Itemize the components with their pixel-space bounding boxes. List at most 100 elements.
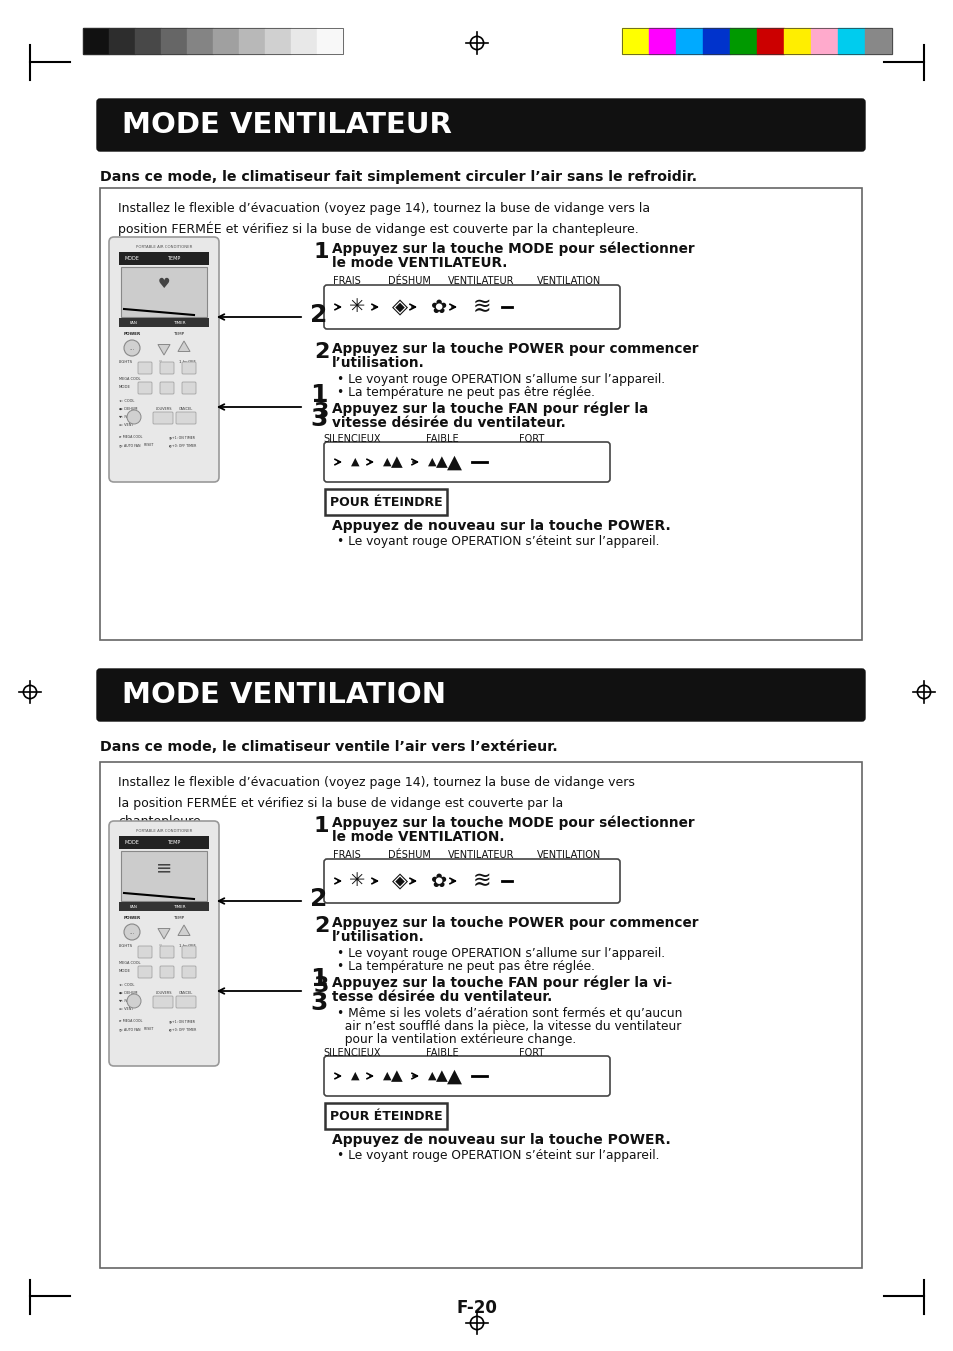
Text: Appuyez sur la touche FAN pour régler la: Appuyez sur la touche FAN pour régler la — [332, 403, 648, 416]
Text: SILENCIEUX: SILENCIEUX — [323, 1048, 380, 1058]
Text: l’utilisation.: l’utilisation. — [332, 929, 424, 944]
Bar — [121, 851, 207, 901]
Text: Dans ce mode, le climatiseur fait simplement circuler l’air sans le refroidir.: Dans ce mode, le climatiseur fait simple… — [100, 170, 697, 184]
Text: PORTABLE AIR CONDITIONER: PORTABLE AIR CONDITIONER — [135, 830, 192, 834]
FancyBboxPatch shape — [138, 966, 152, 978]
Bar — [810, 28, 837, 54]
Text: • La température ne peut pas être réglée.: • La température ne peut pas être réglée… — [336, 386, 595, 399]
Text: ◔: AUTO FAN: ◔: AUTO FAN — [119, 1027, 140, 1031]
Text: • Le voyant rouge OPERATION s’éteint sur l’appareil.: • Le voyant rouge OPERATION s’éteint sur… — [336, 535, 659, 549]
Text: l’utilisation.: l’utilisation. — [332, 357, 424, 370]
Bar — [729, 28, 757, 54]
Text: le mode VENTILATION.: le mode VENTILATION. — [332, 830, 504, 844]
Text: 2: 2 — [310, 303, 327, 327]
Text: POWER: POWER — [123, 332, 140, 336]
Text: ✿: ✿ — [431, 871, 447, 890]
Text: 1: 1 — [314, 242, 329, 262]
Circle shape — [124, 924, 140, 940]
Bar — [676, 28, 702, 54]
Bar — [100, 762, 862, 1269]
Bar — [702, 28, 729, 54]
FancyBboxPatch shape — [160, 382, 173, 394]
FancyBboxPatch shape — [152, 412, 172, 424]
Text: POUR ÉTEINDRE: POUR ÉTEINDRE — [330, 1109, 442, 1123]
FancyBboxPatch shape — [325, 1102, 447, 1129]
Text: 2: 2 — [314, 342, 329, 362]
Text: ◑+1: ON TIMER: ◑+1: ON TIMER — [169, 1019, 194, 1023]
Text: ▲: ▲ — [427, 457, 436, 467]
Bar — [100, 188, 862, 640]
Text: 2: 2 — [310, 888, 327, 911]
FancyBboxPatch shape — [324, 1056, 609, 1096]
Bar — [783, 28, 810, 54]
Text: ≋: ≋ — [472, 297, 491, 317]
Text: FRAIS: FRAIS — [333, 850, 360, 861]
Text: SILENCIEUX: SILENCIEUX — [323, 434, 380, 444]
FancyBboxPatch shape — [175, 412, 195, 424]
Text: ▲: ▲ — [446, 1066, 461, 1085]
Text: MODE VENTILATEUR: MODE VENTILATEUR — [122, 111, 452, 139]
Bar — [239, 28, 265, 54]
Text: ⟳ MEGA COOL: ⟳ MEGA COOL — [119, 1019, 142, 1023]
Text: DÉSHUM: DÉSHUM — [387, 276, 430, 286]
Bar — [83, 28, 109, 54]
Text: tesse désirée du ventilateur.: tesse désirée du ventilateur. — [332, 990, 552, 1004]
Text: TEMP: TEMP — [167, 840, 180, 844]
Bar — [119, 253, 209, 265]
Text: 1 hr OFF: 1 hr OFF — [179, 944, 195, 948]
Text: TIMER: TIMER — [172, 320, 185, 324]
Text: PORTABLE AIR CONDITIONER: PORTABLE AIR CONDITIONER — [135, 245, 192, 249]
Circle shape — [127, 409, 141, 424]
Bar — [83, 28, 343, 54]
Text: FAIBLE: FAIBLE — [425, 1048, 457, 1058]
Text: RESET: RESET — [144, 443, 154, 447]
FancyBboxPatch shape — [109, 821, 219, 1066]
Text: • Le voyant rouge OPERATION s’allume sur l’appareil.: • Le voyant rouge OPERATION s’allume sur… — [336, 947, 664, 961]
FancyBboxPatch shape — [160, 362, 173, 374]
Bar — [864, 28, 891, 54]
Text: • Le voyant rouge OPERATION s’éteint sur l’appareil.: • Le voyant rouge OPERATION s’éteint sur… — [336, 1148, 659, 1162]
Bar — [291, 28, 316, 54]
FancyBboxPatch shape — [324, 285, 619, 330]
FancyBboxPatch shape — [152, 996, 172, 1008]
Circle shape — [124, 340, 140, 357]
FancyBboxPatch shape — [138, 362, 152, 374]
Text: LIGHTS: LIGHTS — [119, 944, 133, 948]
Text: ✳: ✳ — [349, 871, 365, 890]
Text: 1: 1 — [310, 967, 327, 992]
Text: ▲: ▲ — [391, 454, 402, 470]
Bar — [109, 28, 135, 54]
Text: LOUVERS: LOUVERS — [156, 992, 172, 994]
Text: ★: COOL: ★: COOL — [119, 399, 134, 403]
Text: VENTILATION: VENTILATION — [537, 850, 600, 861]
Text: VENTILATEUR: VENTILATEUR — [447, 850, 514, 861]
Text: • La température ne peut pas être réglée.: • La température ne peut pas être réglée… — [336, 961, 595, 973]
Bar — [648, 28, 676, 54]
Circle shape — [127, 994, 141, 1008]
Text: TIMER: TIMER — [172, 905, 185, 908]
Text: ♥: FAN: ♥: FAN — [119, 415, 131, 419]
Text: MODE: MODE — [125, 255, 139, 261]
FancyBboxPatch shape — [182, 946, 195, 958]
Text: ♥: ♥ — [157, 277, 170, 290]
Bar — [265, 28, 291, 54]
Text: FAN: FAN — [130, 320, 138, 324]
Bar — [187, 28, 213, 54]
Text: ▲: ▲ — [436, 1069, 447, 1084]
Bar — [621, 28, 648, 54]
Text: °°: °° — [159, 944, 163, 948]
FancyBboxPatch shape — [160, 966, 173, 978]
Text: ▲: ▲ — [391, 1069, 402, 1084]
Bar — [621, 28, 891, 54]
Text: ◈: ◈ — [392, 297, 408, 317]
Text: 1: 1 — [310, 382, 327, 407]
Text: LIGHTS: LIGHTS — [119, 359, 133, 363]
Bar — [213, 28, 239, 54]
Text: ◈: ◈ — [392, 871, 408, 892]
FancyBboxPatch shape — [182, 382, 195, 394]
Text: TEMP: TEMP — [173, 332, 184, 336]
FancyBboxPatch shape — [182, 966, 195, 978]
FancyBboxPatch shape — [175, 996, 195, 1008]
Bar — [757, 28, 783, 54]
Text: Appuyez sur la touche POWER pour commencer: Appuyez sur la touche POWER pour commenc… — [332, 916, 698, 929]
